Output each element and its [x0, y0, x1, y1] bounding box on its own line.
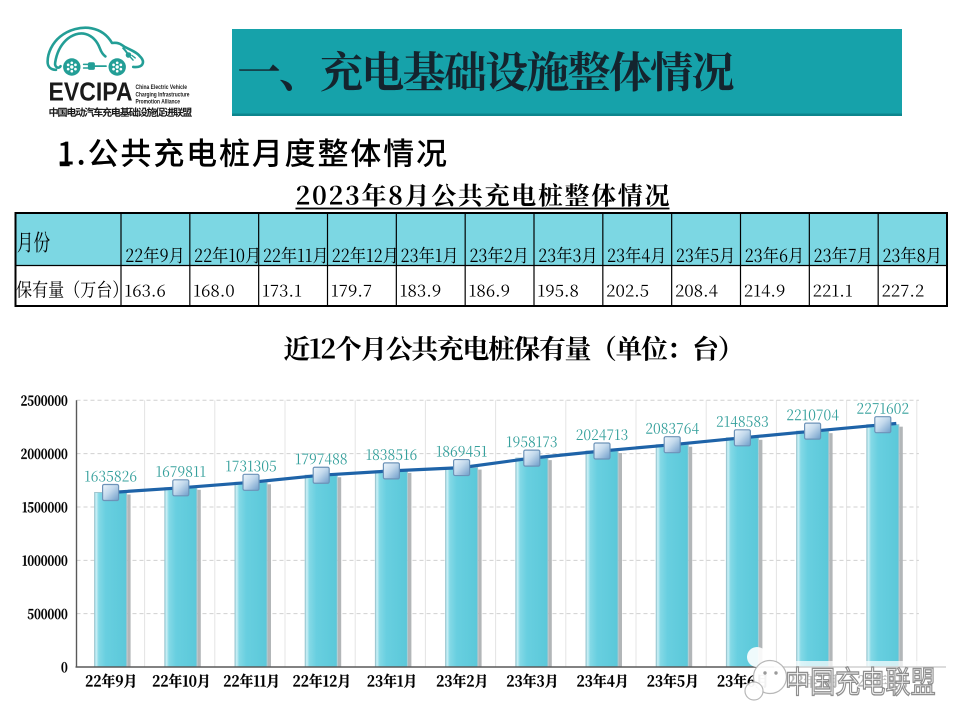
svg-text:EVCIPA: EVCIPA: [49, 79, 133, 107]
svg-text:Charging Infrastructure: Charging Infrastructure: [136, 91, 190, 98]
svg-text:Promotion Alliance: Promotion Alliance: [136, 99, 181, 106]
svg-text:China Electric Vehicle: China Electric Vehicle: [136, 84, 188, 91]
